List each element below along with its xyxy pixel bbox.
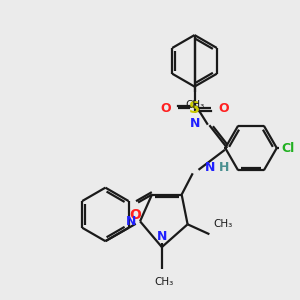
Text: O: O [129,208,141,223]
Text: CH₃: CH₃ [213,219,232,229]
Text: H: H [219,161,230,174]
Text: O: O [160,102,171,115]
Text: N: N [190,117,200,130]
Text: N: N [157,230,167,243]
Text: O: O [218,102,229,115]
Text: CH₃: CH₃ [185,100,204,110]
Text: N: N [204,161,215,174]
Text: CH₃: CH₃ [154,277,173,287]
Text: N: N [126,215,136,228]
Text: Cl: Cl [282,142,295,154]
Text: S: S [189,101,200,116]
